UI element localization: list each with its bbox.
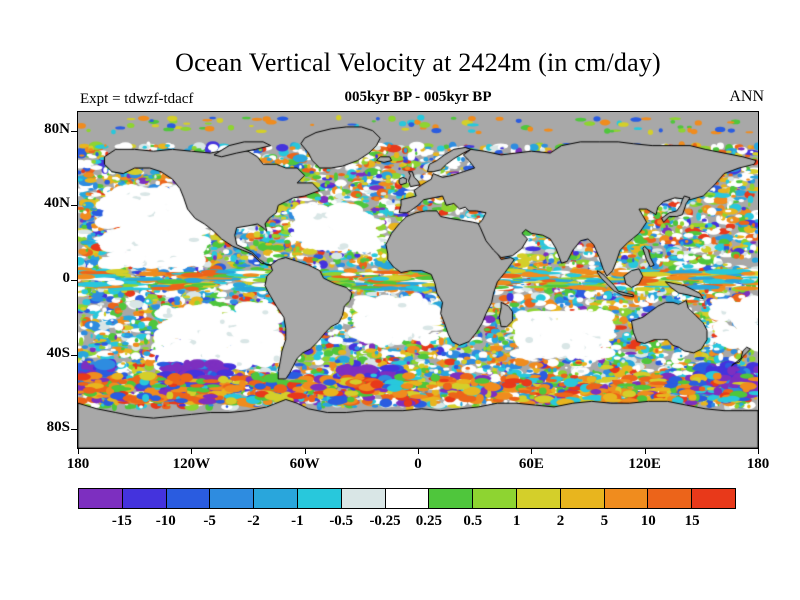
lon-tick-mark	[304, 449, 306, 454]
colorbar-tick-label: 1	[512, 513, 521, 529]
experiment-label: Expt = tdwzf-tdacf	[80, 91, 194, 107]
colorbar-labels: -15 -10 -5 -2 -1 -0.5 -0.25 0.25 0.5 1 2 5 10 15	[78, 513, 736, 535]
colorbar-segment	[385, 489, 430, 508]
lon-tick-label: 0	[414, 456, 422, 472]
colorbar-segment	[429, 489, 474, 508]
lat-tick-label: 80S	[46, 419, 70, 436]
lat-tick-label: 40S	[46, 344, 70, 361]
colorbar-tick-label: 0.5	[463, 513, 483, 529]
lon-tick-mark	[758, 449, 759, 454]
lon-tick-mark	[78, 449, 79, 454]
colorbar-tick-label: -1	[291, 513, 304, 529]
colorbar-segment	[341, 489, 386, 508]
colorbar-segment	[692, 489, 735, 508]
lon-tick-label: 60E	[518, 456, 544, 472]
colorbar-tick-label: 15	[684, 513, 700, 529]
lon-tick-label: 180	[746, 456, 770, 472]
colorbar-tick-label: 0.25	[415, 513, 443, 529]
colorbar-segment	[210, 489, 255, 508]
lon-tick-label: 180	[66, 456, 90, 472]
world-map-canvas	[78, 112, 758, 448]
colorbar-tick-label: 5	[600, 513, 609, 529]
season-label: ANN	[729, 88, 764, 105]
colorbar-tick-label: -0.5	[329, 513, 354, 529]
lat-tick-label: 0	[62, 270, 71, 286]
lon-tick-mark	[191, 449, 193, 454]
colorbar-tick-label: 10	[640, 513, 656, 529]
lat-tick-mark	[71, 280, 77, 281]
colorbar-tick-label: -5	[203, 513, 216, 529]
colorbar	[78, 488, 736, 509]
lat-tick-mark	[71, 130, 77, 132]
lat-tick-mark	[71, 354, 77, 356]
period-label: 005kyr BP - 005kyr BP	[344, 89, 492, 105]
lon-tick-label: 120W	[172, 456, 211, 472]
lon-tick-mark	[531, 449, 533, 454]
lat-tick-label: 40N	[44, 195, 70, 212]
colorbar-tick-label: -0.25	[369, 513, 401, 529]
colorbar-segment	[516, 489, 561, 508]
colorbar-segment	[560, 489, 605, 508]
colorbar-segment	[79, 489, 123, 508]
lon-tick-mark	[644, 449, 646, 454]
colorbar-tick-label: -10	[155, 513, 176, 529]
colorbar-tick-label: 2	[556, 513, 565, 529]
lon-tick-label: 120E	[628, 456, 661, 472]
colorbar-segment	[473, 489, 517, 508]
colorbar-segment	[254, 489, 298, 508]
lon-tick-mark	[418, 449, 419, 454]
colorbar-tick-label: -15	[111, 513, 132, 529]
colorbar-segment	[122, 489, 167, 508]
lat-tick-mark	[71, 205, 77, 207]
lat-tick-mark	[71, 429, 77, 431]
colorbar-segment	[297, 489, 342, 508]
chart-title: Ocean Vertical Velocity at 2424m (in cm/…	[175, 48, 661, 77]
colorbar-tick-label: -2	[247, 513, 260, 529]
colorbar-segment	[604, 489, 649, 508]
colorbar-segment	[166, 489, 211, 508]
colorbar-segment	[648, 489, 693, 508]
lon-tick-label: 60W	[289, 456, 320, 472]
lat-tick-label: 80N	[44, 120, 70, 137]
